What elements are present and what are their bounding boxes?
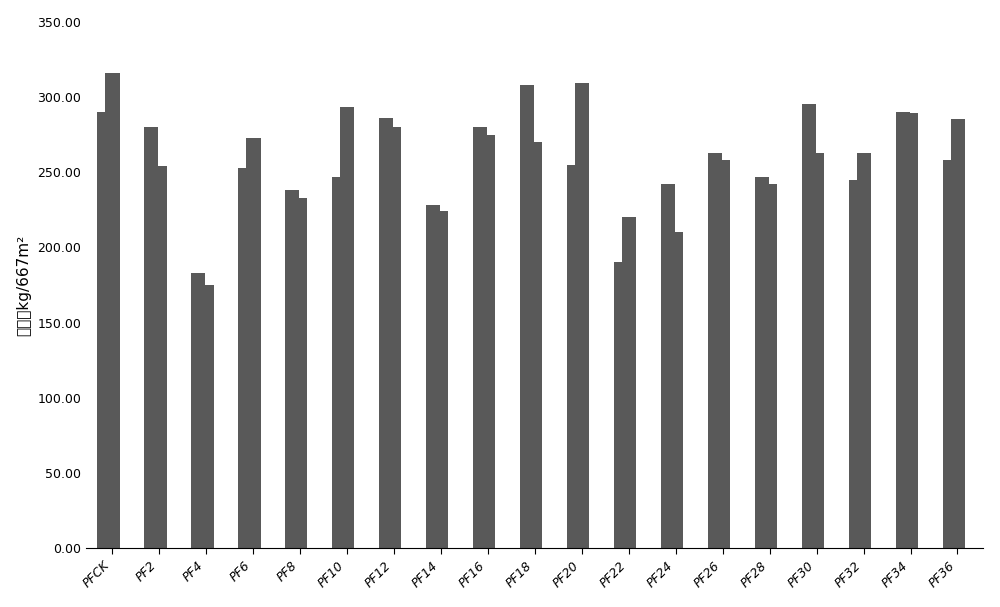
- Bar: [716, 160, 730, 548]
- Bar: [857, 152, 871, 548]
- Bar: [434, 211, 448, 548]
- Bar: [708, 152, 722, 548]
- Bar: [246, 138, 261, 548]
- Bar: [951, 120, 965, 548]
- Bar: [293, 198, 307, 548]
- Bar: [152, 166, 167, 548]
- Bar: [661, 184, 675, 548]
- Bar: [199, 285, 214, 548]
- Bar: [575, 83, 589, 548]
- Bar: [755, 177, 769, 548]
- Bar: [238, 168, 252, 548]
- Bar: [191, 273, 205, 548]
- Bar: [332, 177, 346, 548]
- Bar: [896, 112, 910, 548]
- Bar: [622, 217, 636, 548]
- Bar: [520, 85, 534, 548]
- Bar: [379, 118, 393, 548]
- Bar: [849, 180, 863, 548]
- Bar: [763, 184, 777, 548]
- Bar: [943, 160, 957, 548]
- Bar: [904, 114, 918, 548]
- Bar: [105, 73, 120, 548]
- Bar: [340, 107, 354, 548]
- Bar: [426, 205, 440, 548]
- Bar: [473, 127, 487, 548]
- Bar: [802, 104, 816, 548]
- Bar: [528, 142, 542, 548]
- Bar: [614, 262, 628, 548]
- Bar: [810, 152, 824, 548]
- Y-axis label: 田产量kg/667m²: 田产量kg/667m²: [17, 234, 32, 336]
- Bar: [481, 135, 495, 548]
- Bar: [669, 232, 683, 548]
- Bar: [567, 164, 581, 548]
- Bar: [387, 127, 401, 548]
- Bar: [144, 127, 158, 548]
- Bar: [97, 112, 111, 548]
- Bar: [285, 190, 299, 548]
